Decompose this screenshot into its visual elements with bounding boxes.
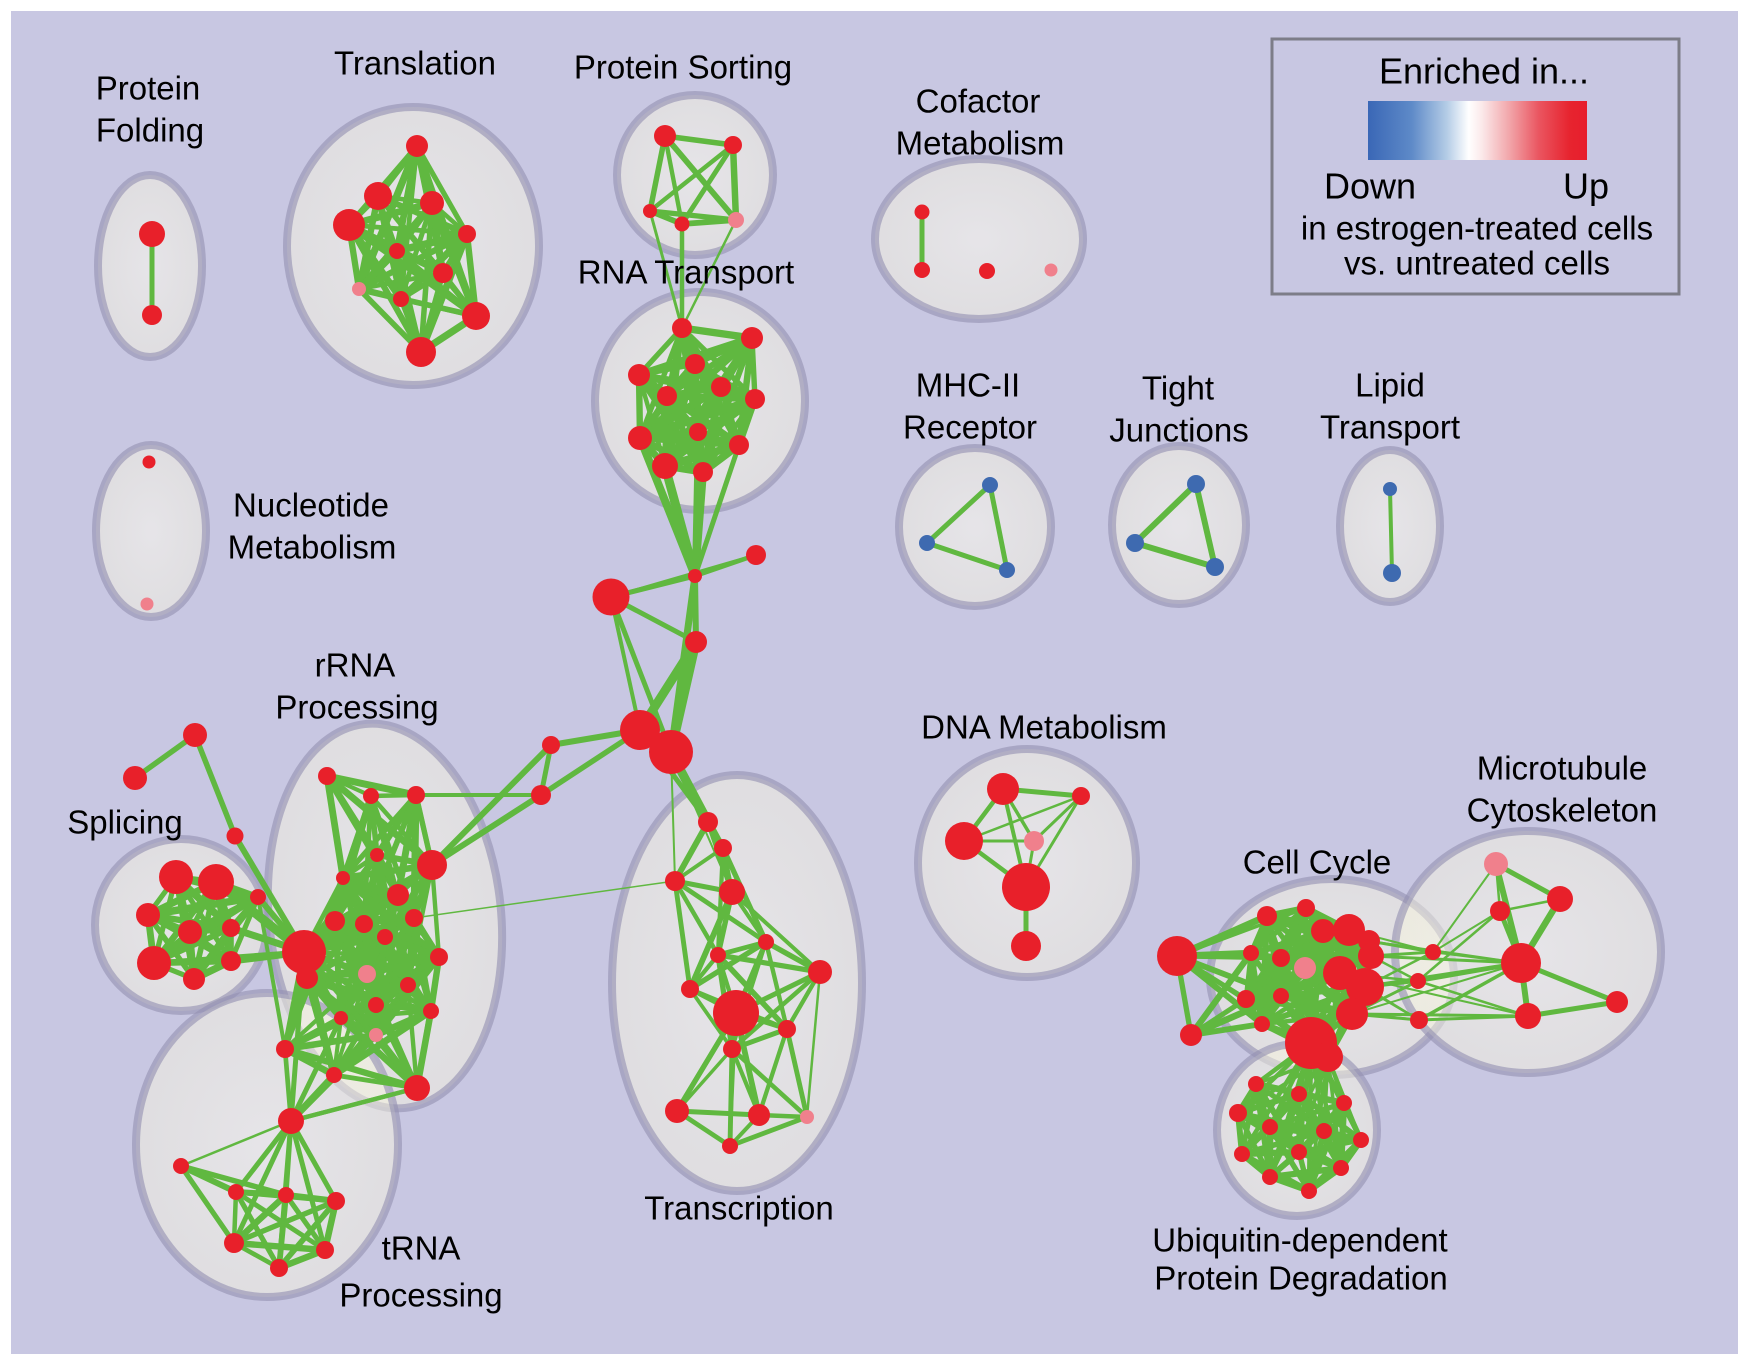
svg-text:Protein Sorting: Protein Sorting <box>574 49 792 86</box>
svg-text:Protein: Protein <box>96 70 201 107</box>
svg-text:Receptor: Receptor <box>903 409 1037 446</box>
svg-text:Folding: Folding <box>96 112 204 149</box>
svg-text:Tight: Tight <box>1142 370 1214 407</box>
svg-text:Microtubule: Microtubule <box>1477 750 1648 787</box>
svg-text:Up: Up <box>1563 166 1609 207</box>
svg-text:Ubiquitin-dependent: Ubiquitin-dependent <box>1152 1222 1447 1259</box>
svg-text:Transport: Transport <box>1320 409 1460 446</box>
svg-text:Processing: Processing <box>339 1277 502 1314</box>
svg-text:Processing: Processing <box>275 689 438 726</box>
svg-text:Splicing: Splicing <box>67 804 183 841</box>
svg-text:Transcription: Transcription <box>644 1190 834 1227</box>
svg-text:Lipid: Lipid <box>1355 367 1425 404</box>
svg-text:Translation: Translation <box>334 45 496 82</box>
svg-text:tRNA: tRNA <box>382 1230 461 1267</box>
svg-text:Cytoskeleton: Cytoskeleton <box>1467 792 1658 829</box>
svg-text:Nucleotide: Nucleotide <box>233 487 389 524</box>
svg-text:MHC-II: MHC-II <box>916 367 1020 404</box>
svg-text:rRNA: rRNA <box>315 647 396 684</box>
svg-text:in estrogen-treated cells: in estrogen-treated cells <box>1301 210 1653 247</box>
svg-text:vs. untreated cells: vs. untreated cells <box>1344 245 1610 282</box>
svg-text:Enriched in...: Enriched in... <box>1379 51 1589 92</box>
svg-text:Protein Degradation: Protein Degradation <box>1154 1260 1448 1297</box>
svg-text:Cell Cycle: Cell Cycle <box>1243 844 1392 881</box>
svg-text:Junctions: Junctions <box>1109 412 1248 449</box>
svg-text:Down: Down <box>1324 166 1416 207</box>
svg-text:Metabolism: Metabolism <box>896 125 1065 162</box>
svg-text:RNA Transport: RNA Transport <box>578 254 794 291</box>
svg-text:Cofactor: Cofactor <box>916 83 1041 120</box>
svg-text:DNA Metabolism: DNA Metabolism <box>921 709 1167 746</box>
svg-text:Metabolism: Metabolism <box>228 529 397 566</box>
